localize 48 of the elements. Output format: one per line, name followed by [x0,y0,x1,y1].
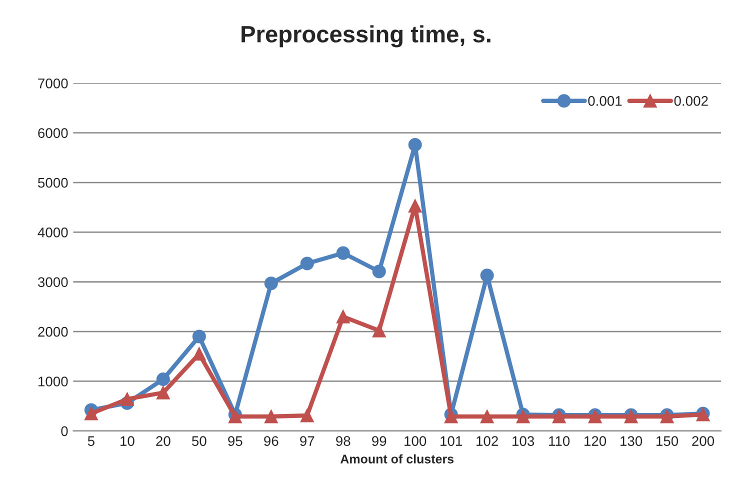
x-tick-label: 120 [584,436,606,446]
y-tick-label: 6000 [38,128,68,138]
point [300,408,314,422]
x-tick-label: 20 [156,436,170,446]
point [156,386,170,400]
point [336,310,350,324]
x-tick-label: 100 [404,436,426,446]
y-tick-label: 5000 [38,178,68,188]
point [192,330,206,344]
x-tick-label: 97 [300,436,314,446]
x-tick-label: 103 [512,436,534,446]
x-tick-label: 110 [549,436,570,446]
x-tick-label: 98 [336,436,350,446]
point [264,276,278,290]
y-tick-label: 2000 [38,326,68,337]
x-tick-label: 5 [88,436,94,446]
y-tick-label: 7000 [38,78,68,88]
x-tick-label: 95 [228,436,242,446]
point [120,392,134,406]
x-tick-label: 10 [120,436,134,446]
legend-label: 0.002 [674,96,708,106]
x-tick-label: 130 [620,436,642,446]
y-tick-label: 0 [61,426,68,436]
x-tick-label: 200 [692,436,714,446]
point [372,264,386,278]
point [156,372,170,386]
point [480,410,494,424]
x-tick-label: 50 [192,436,206,446]
point [192,347,206,361]
point [300,256,314,270]
point [336,246,350,260]
x-axis-title: Amount of clusters [340,454,454,464]
chart-title: Preprocessing time, s. [242,25,490,48]
point [480,268,494,282]
point [372,324,386,338]
x-tick-label: 96 [264,436,278,446]
point [84,406,98,420]
x-tick-label: 102 [476,436,498,446]
point [408,138,422,152]
y-tick-label: 1000 [38,376,68,386]
x-tick-label: 150 [656,436,678,446]
y-tick-label: 4000 [38,228,68,238]
y-tick-label: 3000 [38,277,68,288]
x-tick-label: 101 [440,436,462,446]
x-tick-label: 99 [372,436,386,446]
point [264,410,278,424]
legend-label: 0.001 [588,96,622,106]
point [408,199,422,213]
